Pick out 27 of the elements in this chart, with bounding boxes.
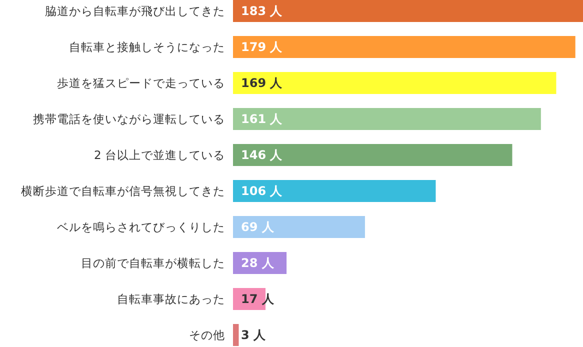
y-tick-label: 横断歩道で自転車が信号無視してきた <box>21 184 225 198</box>
y-tick-label: 歩道を猛スピードで走っている <box>57 76 225 90</box>
y-tick-label: 脇道から自転車が飛び出してきた <box>45 4 225 18</box>
data-label: 69 人 <box>241 220 275 234</box>
y-tick-label: その他 <box>189 328 225 342</box>
data-label: 3 人 <box>241 328 267 342</box>
bar <box>233 324 239 346</box>
data-label: 183 人 <box>241 4 284 18</box>
bar <box>233 72 556 94</box>
bar <box>233 216 365 238</box>
y-tick-label: 2 台以上で並進している <box>94 148 225 162</box>
bar <box>233 180 436 202</box>
data-label: 28 人 <box>241 256 275 270</box>
data-label: 169 人 <box>241 76 284 90</box>
bar <box>233 144 512 166</box>
y-tick-label: 目の前で自転車が横転した <box>81 256 225 270</box>
data-label: 146 人 <box>241 148 284 162</box>
bar <box>233 0 583 22</box>
y-tick-label: 携帯電話を使いながら運転している <box>33 112 225 126</box>
bar <box>233 36 576 58</box>
data-label: 161 人 <box>241 112 284 126</box>
data-label: 179 人 <box>241 40 284 54</box>
y-tick-label: 自転車事故にあった <box>117 292 225 306</box>
y-tick-label: ベルを鳴らされてびっくりした <box>57 220 225 234</box>
data-label: 106 人 <box>241 184 284 198</box>
bar <box>233 108 541 130</box>
y-tick-label: 自転車と接触しそうになった <box>69 40 225 54</box>
